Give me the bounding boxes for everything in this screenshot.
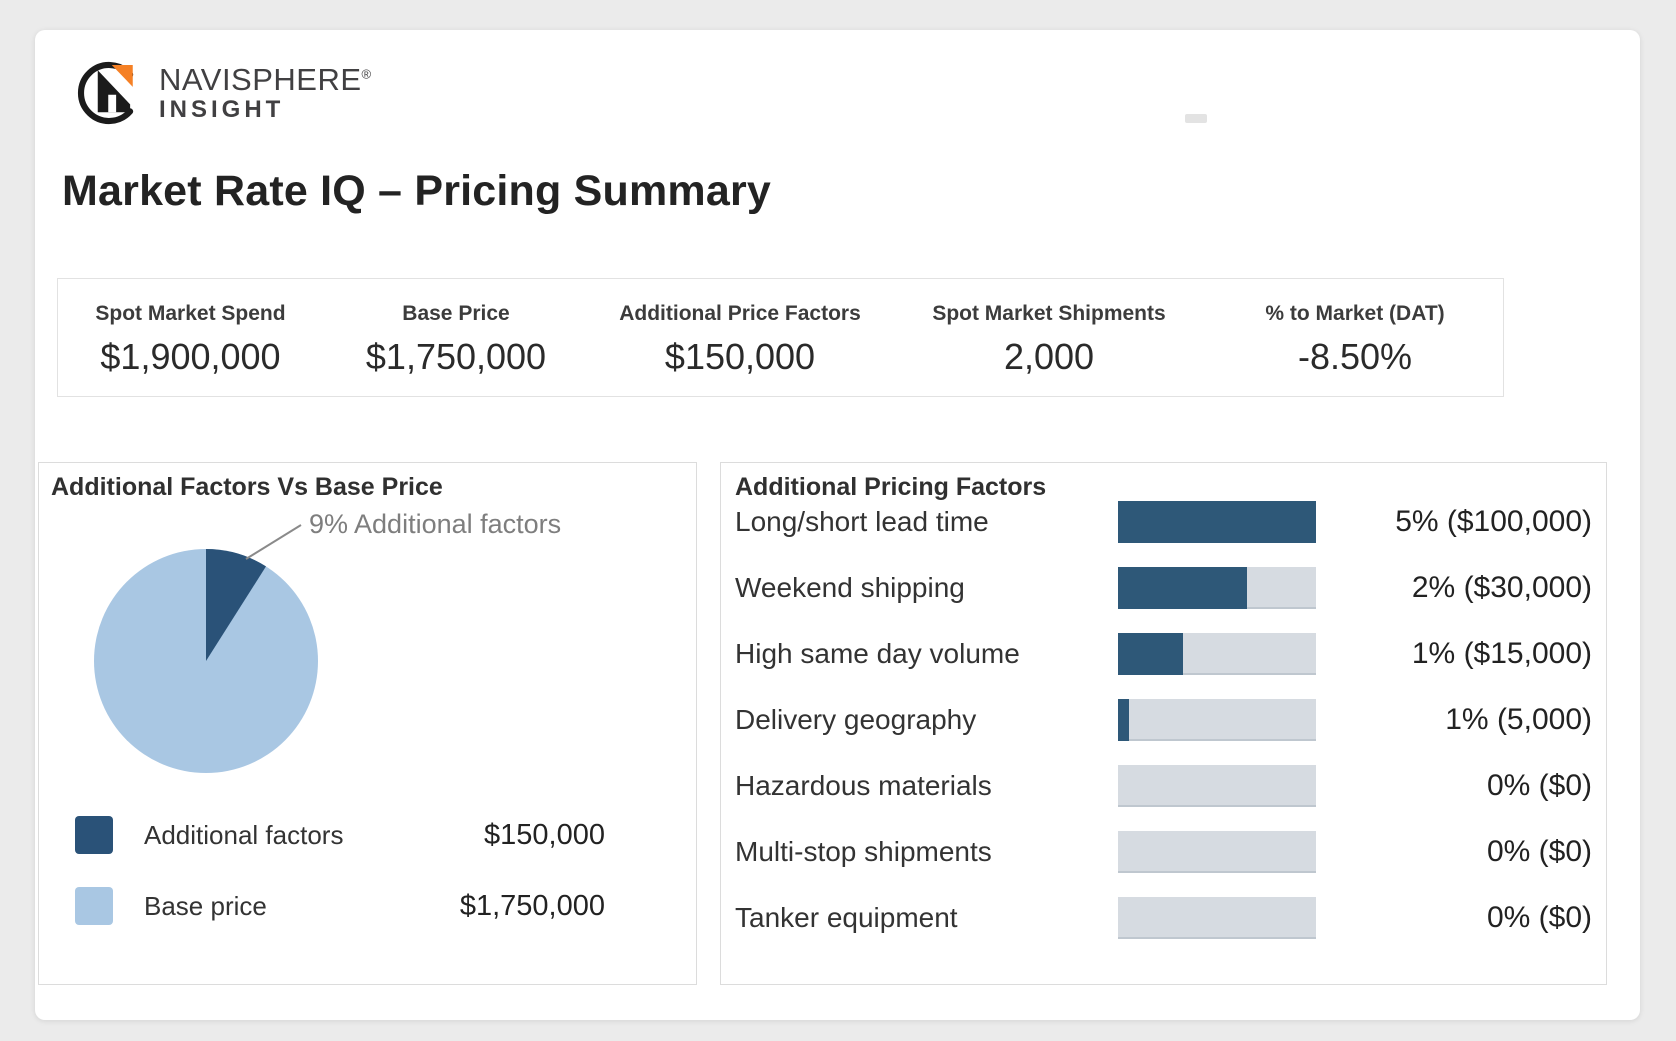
bar-value: 0% ($0) [1486, 901, 1592, 934]
bar-row-long-short-lead-time[interactable]: Long/short lead time 5% ($100,000) [721, 501, 1606, 543]
bar-track [1118, 831, 1316, 873]
bar-row-tanker-equipment[interactable]: Tanker equipment 0% ($0) [721, 897, 1606, 939]
bar-panel-title: Additional Pricing Factors [735, 473, 1047, 501]
bar-rows: Long/short lead time 5% ($100,000) Weeke… [721, 501, 1606, 939]
bar-fill [1118, 633, 1184, 675]
bar-label: Multi-stop shipments [735, 836, 992, 867]
bar-value: 1% ($15,000) [1411, 637, 1592, 670]
kpi-summary-band: Spot Market Spend $1,900,000 Base Price … [57, 278, 1504, 397]
bar-track [1118, 633, 1316, 675]
bar-value: 1% (5,000) [1445, 703, 1592, 736]
navisphere-logo-icon [78, 62, 134, 124]
bar-row-multi-stop-shipments[interactable]: Multi-stop shipments 0% ($0) [721, 831, 1606, 873]
legend-value: $1,750,000 [459, 889, 605, 922]
kpi-value: $1,900,000 [100, 335, 281, 377]
bar-track [1118, 699, 1316, 741]
bar-track [1118, 765, 1316, 807]
bar-row-hazardous-materials[interactable]: Hazardous materials 0% ($0) [721, 765, 1606, 807]
legend-label: Additional factors [144, 819, 344, 850]
brand-subname: INSIGHT [159, 96, 285, 124]
kpi-spot-market-shipments: Spot Market Shipments 2,000 [891, 298, 1207, 378]
legend-label: Base price [144, 890, 267, 921]
bar-label: Hazardous materials [735, 770, 992, 801]
bar-row-weekend-shipping[interactable]: Weekend shipping 2% ($30,000) [721, 567, 1606, 609]
brand-name: NAVISPHERE® [159, 61, 372, 97]
legend-item-additional-factors[interactable]: Additional factors $150,000 [75, 815, 605, 855]
bar-track [1118, 897, 1316, 939]
bar-fill [1118, 501, 1316, 543]
legend-swatch-dark [75, 816, 113, 854]
bar-track [1118, 501, 1316, 543]
bar-value: 0% ($0) [1486, 835, 1592, 868]
callout-line [245, 524, 302, 560]
brand-logo: NAVISPHERE® INSIGHT [75, 58, 372, 128]
kpi-label: Additional Price Factors [619, 301, 861, 325]
dashboard-card: NAVISPHERE® INSIGHT Market Rate IQ – Pri… [35, 30, 1640, 1020]
kpi-value: $150,000 [664, 335, 816, 377]
bar-panel: Additional Pricing Factors Long/short le… [720, 462, 1607, 985]
bar-label: High same day volume [735, 638, 1020, 669]
kpi-value: $1,750,000 [365, 335, 547, 377]
page-title: Market Rate IQ – Pricing Summary [62, 167, 771, 215]
legend-value: $150,000 [484, 818, 605, 851]
kpi-value: -8.50% [1297, 335, 1413, 377]
legend-item-base-price[interactable]: Base price $1,750,000 [75, 886, 605, 926]
pie-legend: Additional factors $150,000 Base price $… [75, 815, 605, 957]
bar-fill [1118, 567, 1247, 609]
kpi-label: Spot Market Shipments [932, 301, 1166, 325]
bar-row-high-same-day-volume[interactable]: High same day volume 1% ($15,000) [721, 633, 1606, 675]
kpi-pct-to-market: % to Market (DAT) -8.50% [1207, 298, 1503, 378]
kpi-label: Spot Market Spend [95, 301, 286, 325]
kpi-base-price: Base Price $1,750,000 [323, 298, 589, 378]
bar-track [1118, 567, 1316, 609]
bar-label: Long/short lead time [735, 506, 989, 537]
kpi-value: 2,000 [1003, 335, 1095, 377]
registered-mark: ® [361, 66, 372, 82]
legend-swatch-light [75, 887, 113, 925]
pie-panel: Additional Factors Vs Base Price 9% Addi… [38, 462, 697, 985]
pie-callout-label: 9% Additional factors [309, 509, 562, 539]
bar-row-delivery-geography[interactable]: Delivery geography 1% (5,000) [721, 699, 1606, 741]
bar-value: 5% ($100,000) [1395, 505, 1592, 538]
pie-panel-title: Additional Factors Vs Base Price [51, 473, 443, 501]
bar-value: 0% ($0) [1486, 769, 1592, 802]
bar-value: 2% ($30,000) [1411, 571, 1592, 604]
bar-label: Delivery geography [735, 704, 977, 735]
bar-label: Weekend shipping [735, 572, 965, 603]
kpi-label: Base Price [402, 301, 510, 325]
kpi-label: % to Market (DAT) [1265, 301, 1445, 325]
bar-fill [1118, 699, 1129, 741]
pie-chart[interactable] [39, 463, 698, 986]
bar-label: Tanker equipment [735, 902, 958, 933]
kpi-spot-market-spend: Spot Market Spend $1,900,000 [58, 298, 323, 378]
kpi-additional-price-factors: Additional Price Factors $150,000 [589, 298, 891, 378]
screen-artifact [1185, 114, 1207, 123]
